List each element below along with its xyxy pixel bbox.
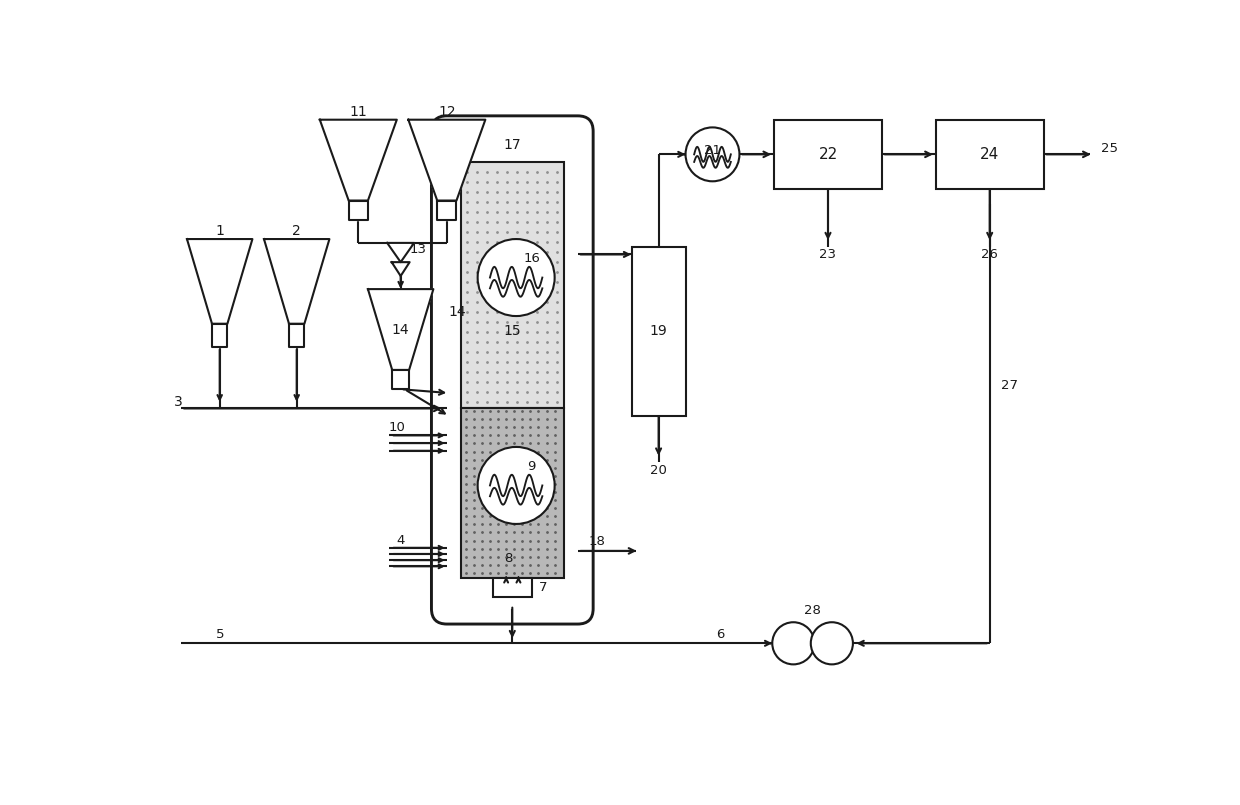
Polygon shape	[368, 289, 433, 370]
Circle shape	[477, 239, 554, 316]
Polygon shape	[348, 200, 368, 220]
Bar	[461, 162, 564, 408]
Text: 26: 26	[981, 248, 998, 261]
Bar	[936, 120, 1044, 189]
Text: 22: 22	[818, 147, 838, 162]
Circle shape	[811, 622, 853, 664]
Text: 25: 25	[1101, 142, 1118, 155]
Text: 20: 20	[650, 464, 667, 477]
Text: 14: 14	[392, 323, 409, 336]
Text: 5: 5	[216, 628, 224, 641]
Circle shape	[686, 127, 739, 181]
Bar	[774, 120, 882, 189]
Text: 13: 13	[409, 242, 427, 255]
Circle shape	[477, 447, 554, 524]
Text: 21: 21	[704, 144, 720, 157]
Text: 14: 14	[449, 305, 466, 320]
Bar	[631, 247, 686, 416]
Polygon shape	[289, 324, 304, 347]
Text: 11: 11	[350, 105, 367, 119]
Text: 23: 23	[820, 248, 837, 261]
Polygon shape	[438, 200, 456, 220]
Text: 12: 12	[438, 105, 455, 119]
Text: 8: 8	[505, 552, 512, 565]
Polygon shape	[187, 239, 253, 324]
Text: 2: 2	[293, 225, 301, 238]
Polygon shape	[320, 120, 397, 200]
Text: 10: 10	[388, 421, 405, 434]
Circle shape	[773, 622, 815, 664]
Text: 15: 15	[503, 324, 521, 338]
Polygon shape	[212, 324, 227, 347]
Text: 17: 17	[503, 138, 521, 152]
Polygon shape	[408, 120, 485, 200]
Text: 16: 16	[523, 252, 539, 265]
FancyBboxPatch shape	[432, 116, 593, 624]
Text: 9: 9	[527, 460, 536, 473]
Bar	[461, 408, 564, 578]
Text: 19: 19	[650, 324, 667, 338]
Text: 27: 27	[1001, 379, 1018, 392]
Text: 7: 7	[539, 581, 548, 594]
Polygon shape	[264, 239, 330, 324]
Polygon shape	[387, 243, 414, 262]
Text: 3: 3	[174, 395, 182, 409]
Text: 28: 28	[805, 605, 821, 617]
Polygon shape	[392, 370, 409, 389]
Text: 24: 24	[980, 147, 999, 162]
Text: 18: 18	[589, 535, 605, 548]
Text: 6: 6	[715, 628, 724, 641]
Bar	[494, 578, 532, 597]
Text: 1: 1	[216, 225, 224, 238]
Text: 4: 4	[397, 535, 404, 547]
Polygon shape	[392, 262, 409, 276]
